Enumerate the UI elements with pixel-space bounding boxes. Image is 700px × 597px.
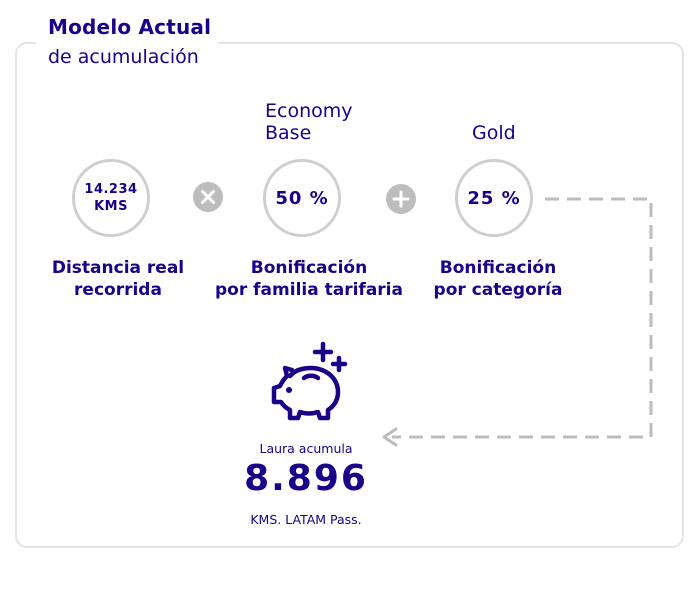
- fare-family-value: 50 %: [275, 187, 329, 209]
- result-value: 8.896: [244, 458, 368, 499]
- fare-family-tag: Economy Base: [265, 100, 353, 144]
- result-unit: KMS. LATAM Pass.: [250, 512, 362, 527]
- arrow-left-icon: [382, 427, 398, 447]
- diagram-frame: [15, 42, 684, 548]
- distance-value: 14.234: [84, 182, 138, 197]
- multiply-icon: [193, 182, 223, 212]
- distance-circle: 14.234 KMS: [72, 159, 150, 237]
- fare-family-label: Bonificación por familia tarifaria: [215, 258, 403, 300]
- category-circle: 25 %: [455, 159, 533, 237]
- category-value: 25 %: [467, 187, 521, 209]
- result-intro: Laura acumula: [259, 441, 353, 456]
- distance-label: Distancia real recorrida: [51, 258, 185, 300]
- category-label: Bonificación por categoría: [433, 258, 563, 300]
- distance-unit: KMS: [94, 199, 128, 214]
- piggy-bank-icon: [271, 341, 348, 421]
- page-title: Modelo Actual: [48, 15, 212, 39]
- fare-family-circle: 50 %: [263, 159, 341, 237]
- category-tag: Gold: [472, 122, 516, 144]
- plus-icon: [386, 184, 416, 214]
- page-subtitle: de acumulación: [48, 46, 199, 68]
